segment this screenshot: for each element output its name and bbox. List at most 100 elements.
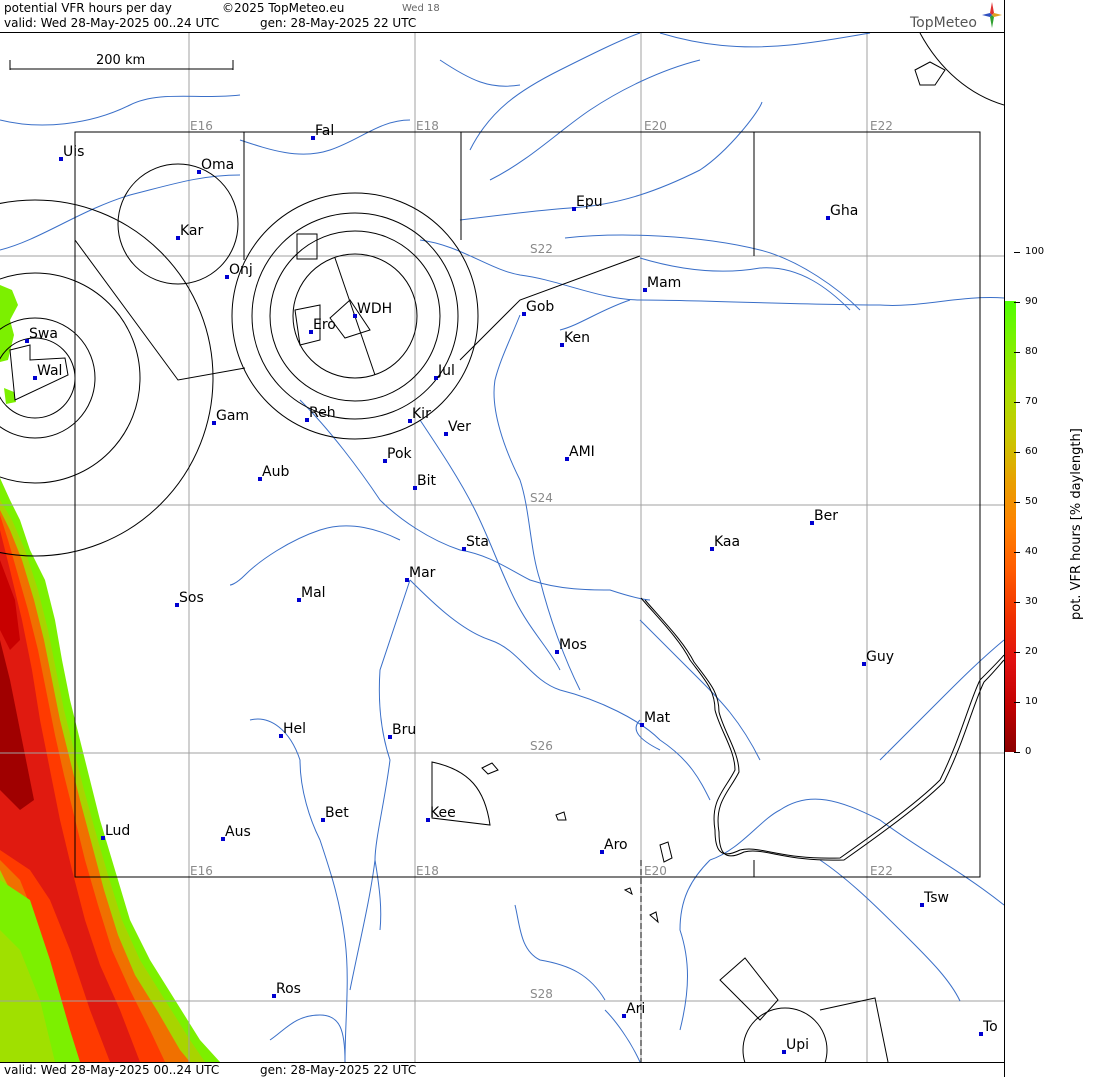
place-label: WDH xyxy=(357,301,392,317)
place-label: Ken xyxy=(564,330,590,346)
colorbar-label: 10 xyxy=(1025,696,1038,707)
place-marker xyxy=(444,432,448,436)
colorbar-title: pot. VFR hours [% daylength] xyxy=(1069,428,1084,620)
footer-generated-time: gen: 28-May-2025 22 UTC xyxy=(260,1063,417,1077)
lon-label-top: E20 xyxy=(644,119,667,133)
place-marker xyxy=(979,1032,983,1036)
place-label: Kaa xyxy=(714,534,740,550)
place-marker xyxy=(311,136,315,140)
place-label: Mam xyxy=(647,275,681,291)
scale-bar xyxy=(9,60,234,70)
colorbar-label: 60 xyxy=(1025,446,1038,457)
colorbar-tick xyxy=(1014,402,1020,403)
place-marker xyxy=(197,170,201,174)
place-label: Mat xyxy=(644,710,671,726)
colorbar-tick xyxy=(1014,752,1020,753)
place-marker xyxy=(555,650,559,654)
place-label: Ber xyxy=(814,508,838,524)
airspace-lines xyxy=(0,33,1004,1062)
place-marker xyxy=(388,735,392,739)
colorbar-label: 20 xyxy=(1025,646,1038,657)
place-label: Mar xyxy=(409,565,436,581)
place-label: Bit xyxy=(417,473,436,489)
topmeteo-logo: TopMeteo xyxy=(910,2,1002,32)
place-marker xyxy=(225,275,229,279)
place-label: Ros xyxy=(276,981,301,997)
place-label: Jul xyxy=(437,363,455,379)
place-markers: Uis Fal Oma Kar Onj Epu Gha Mam Gob Ken Swa Wal WDH E… xyxy=(25,123,998,1054)
colorbar-tick xyxy=(1014,352,1020,353)
colorbar-tick xyxy=(1014,552,1020,553)
place-marker xyxy=(321,818,325,822)
place-label: To xyxy=(982,1019,998,1035)
lon-label-top: E18 xyxy=(416,119,439,133)
place-marker xyxy=(212,421,216,425)
place-marker xyxy=(640,723,644,727)
place-marker xyxy=(572,207,576,211)
scale-bar-label: 200 km xyxy=(96,53,145,68)
colorbar-label: 70 xyxy=(1025,396,1038,407)
day-tag: Wed 18 xyxy=(402,3,440,14)
rivers xyxy=(0,33,1004,1062)
place-marker xyxy=(221,837,225,841)
colorbar-label: 0 xyxy=(1025,746,1032,757)
place-marker xyxy=(176,236,180,240)
place-label: Reh xyxy=(309,405,336,421)
place-marker xyxy=(309,330,313,334)
footer-valid-time: valid: Wed 28-May-2025 00..24 UTC xyxy=(4,1063,220,1077)
place-marker xyxy=(297,598,301,602)
place-label: AMI xyxy=(569,444,595,460)
place-label: Tsw xyxy=(923,890,949,906)
colorbar-tick xyxy=(1014,252,1020,253)
place-marker xyxy=(462,547,466,551)
place-marker xyxy=(279,734,283,738)
lon-label-top: E22 xyxy=(870,119,893,133)
place-label: Aub xyxy=(262,464,289,480)
place-label: Swa xyxy=(29,326,58,342)
place-label: Wal xyxy=(37,363,62,379)
place-label: Gha xyxy=(830,203,858,219)
lon-label-bottom: E16 xyxy=(190,864,213,878)
chart-title: potential VFR hours per day xyxy=(4,1,172,15)
place-marker xyxy=(862,662,866,666)
footer-bar: valid: Wed 28-May-2025 00..24 UTC gen: 2… xyxy=(0,1062,1004,1078)
place-label: Mos xyxy=(559,637,587,653)
place-label: Aro xyxy=(604,837,628,853)
colorbar-tick xyxy=(1014,652,1020,653)
lon-label-bottom: E22 xyxy=(870,864,893,878)
colorbar-label: 90 xyxy=(1025,296,1038,307)
place-marker xyxy=(272,994,276,998)
place-marker xyxy=(782,1050,786,1054)
colorbar xyxy=(1005,301,1016,752)
place-marker xyxy=(413,486,417,490)
colorbar-tick xyxy=(1014,302,1020,303)
place-label: Aus xyxy=(225,824,251,840)
place-marker xyxy=(710,547,714,551)
place-label: Sta xyxy=(466,534,489,550)
colorbar-label: 100 xyxy=(1025,246,1045,257)
lat-label: S26 xyxy=(530,739,553,753)
place-marker xyxy=(426,818,430,822)
compass-star-icon xyxy=(982,2,1002,28)
lat-label: S28 xyxy=(530,987,553,1001)
place-marker xyxy=(59,157,63,161)
place-marker xyxy=(643,288,647,292)
place-label: Mal xyxy=(301,585,326,601)
lon-label-top: E16 xyxy=(190,119,213,133)
place-marker xyxy=(258,477,262,481)
place-marker xyxy=(33,376,37,380)
place-label: Kir xyxy=(412,406,431,422)
place-marker xyxy=(826,216,830,220)
place-marker xyxy=(101,836,105,840)
place-label: Ero xyxy=(313,317,336,333)
place-label: Pok xyxy=(387,446,413,462)
place-label: Oma xyxy=(201,157,234,173)
place-label: Gam xyxy=(216,408,249,424)
lon-label-bottom: E18 xyxy=(416,864,439,878)
place-label: Uis xyxy=(63,144,84,160)
place-marker xyxy=(622,1014,626,1018)
place-label: Bru xyxy=(392,722,416,738)
place-marker xyxy=(522,312,526,316)
place-label: Sos xyxy=(179,590,204,606)
vfr-field-coast xyxy=(0,285,220,1062)
